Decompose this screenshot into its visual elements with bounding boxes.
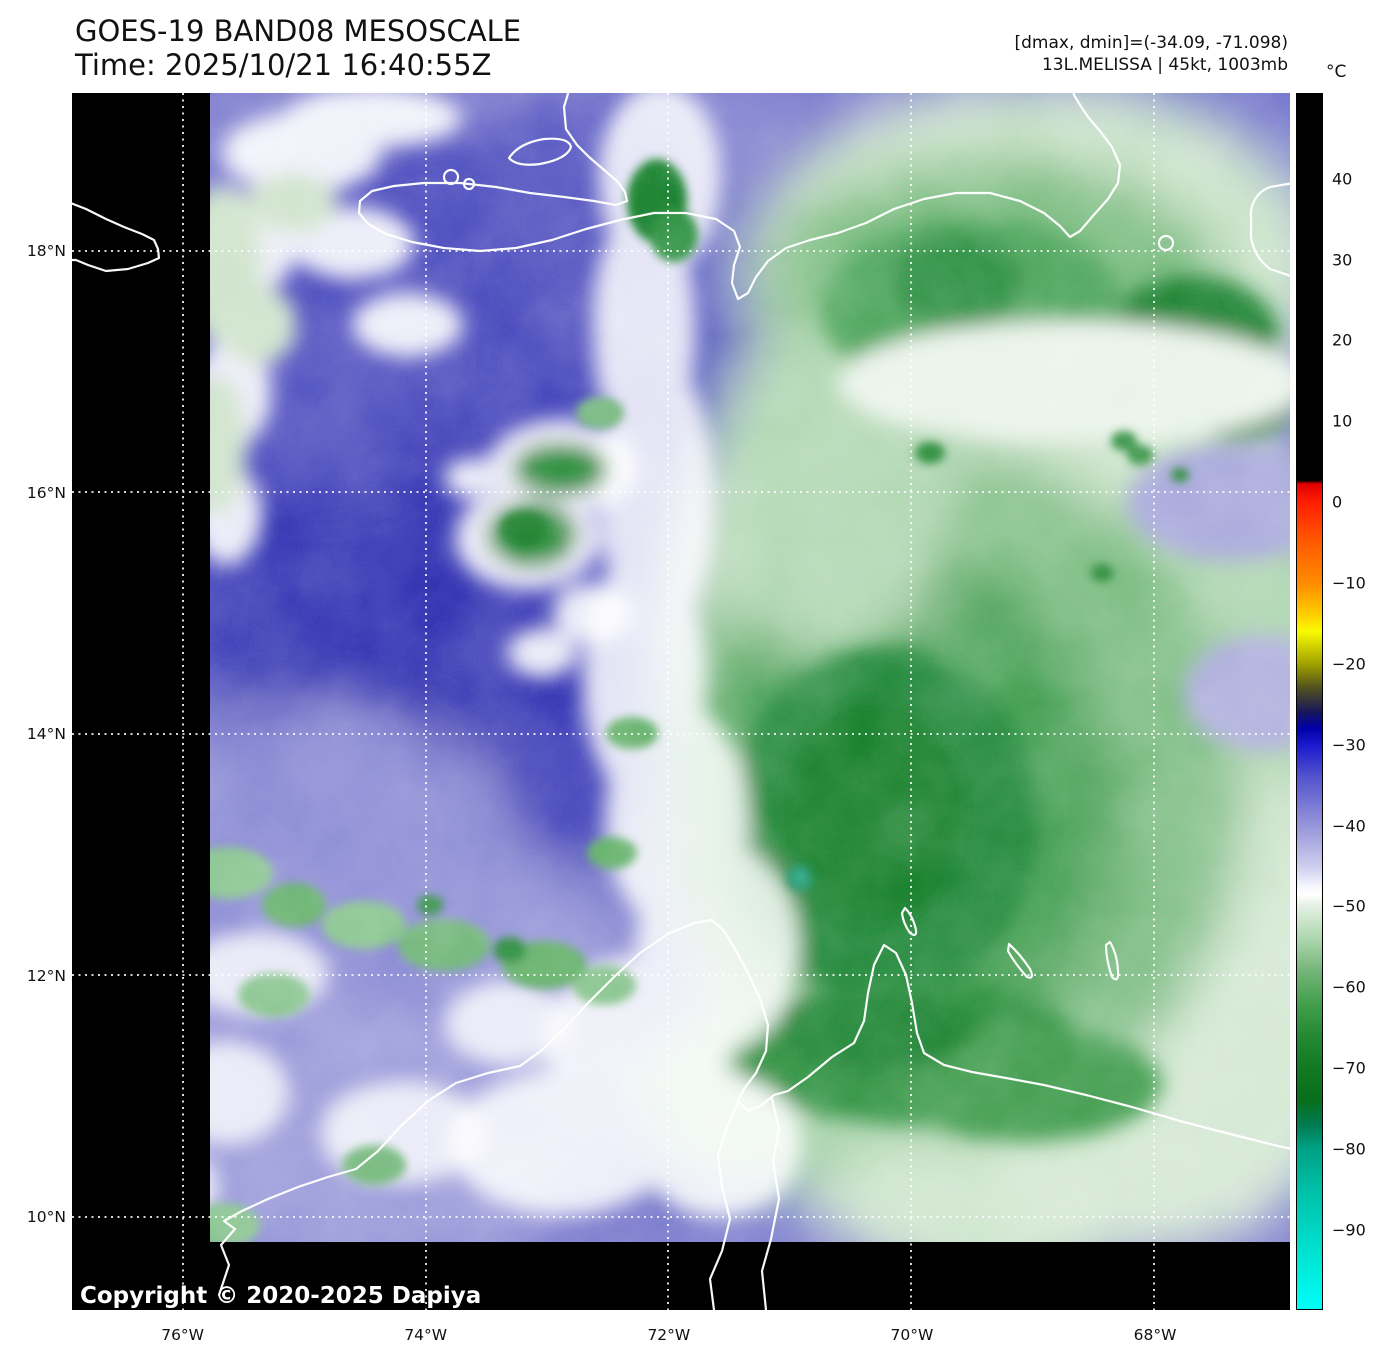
colorbar-tick-label: −30 [1332,735,1366,755]
lon-tick-label: 68°W [1133,1326,1177,1344]
annotation-block: [dmax, dmin]=(-34.09, -71.098) 13L.MELIS… [1015,32,1289,76]
lat-tick-label: 10°N [26,1208,66,1227]
time-label: Time: 2025/10/21 16:40:55Z [75,48,492,82]
page-title: GOES-19 BAND08 MESOSCALE [75,14,522,48]
colorbar-tick-label: −10 [1332,573,1366,593]
colorbar-tick-label: −50 [1332,896,1366,916]
coastline-cayemite-island-2 [462,177,476,191]
colorbar-tick-label: −40 [1332,816,1366,836]
coastline-cayemite-island [442,168,460,186]
colorbar-tick-label: −60 [1332,977,1366,997]
lat-tick-label: 12°N [26,966,66,985]
lon-tick-label: 70°W [890,1326,934,1344]
colorbar-tick-label: −90 [1332,1220,1366,1240]
lon-tick-label: 76°W [161,1326,205,1344]
colorbar-tick-label: 40 [1332,169,1353,189]
lat-tick-label: 18°N [26,242,66,261]
coastline-gonave-island [507,137,573,166]
gridlines [72,93,1290,1310]
lon-tick-label: 72°W [647,1326,691,1344]
celsius-unit-label: °C [1326,62,1347,82]
coastline-jamaica [72,202,161,273]
colorbar [1296,93,1323,1310]
dmax-dmin-annotation: [dmax, dmin]=(-34.09, -71.098) [1014,33,1289,53]
lon-tick-label: 74°W [404,1326,448,1344]
colorbar-tick-label: −70 [1332,1058,1366,1078]
coastlines [72,93,1290,1310]
satellite-map: Copyright © 2020-2025 Dapiya [72,93,1290,1310]
coastline-aruba [900,906,918,937]
colorbar-tick-label: −20 [1332,654,1366,674]
coastline-mona-island [1157,234,1175,252]
coastline-hispaniola [357,93,1122,301]
coastline-lake-maracaibo-east [760,1097,781,1310]
copyright-watermark: Copyright © 2020-2025 Dapiya [80,1283,481,1309]
coastline-lake-maracaibo [708,1101,740,1310]
colorbar-tick-label: −80 [1332,1139,1366,1159]
colorbar-tick-label: 20 [1332,330,1353,350]
coastline-curacao [1006,942,1034,979]
colorbar-tick-label: 0 [1332,492,1343,512]
coastline-south-america [217,918,1290,1297]
lat-tick-label: 14°N [26,725,66,744]
storm-annotation: 13L.MELISSA | 45kt, 1003mb [1041,55,1288,75]
colorbar-tick-label: 30 [1332,250,1353,270]
cloud-field [210,93,1290,1242]
colorbar-tick-label: 10 [1332,411,1353,431]
title-block: GOES-19 BAND08 MESOSCALE Time: 2025/10/2… [75,14,521,82]
coastline-puerto-rico [1249,182,1290,277]
coastline-bonaire [1104,940,1120,981]
lat-tick-label: 16°N [26,483,66,502]
